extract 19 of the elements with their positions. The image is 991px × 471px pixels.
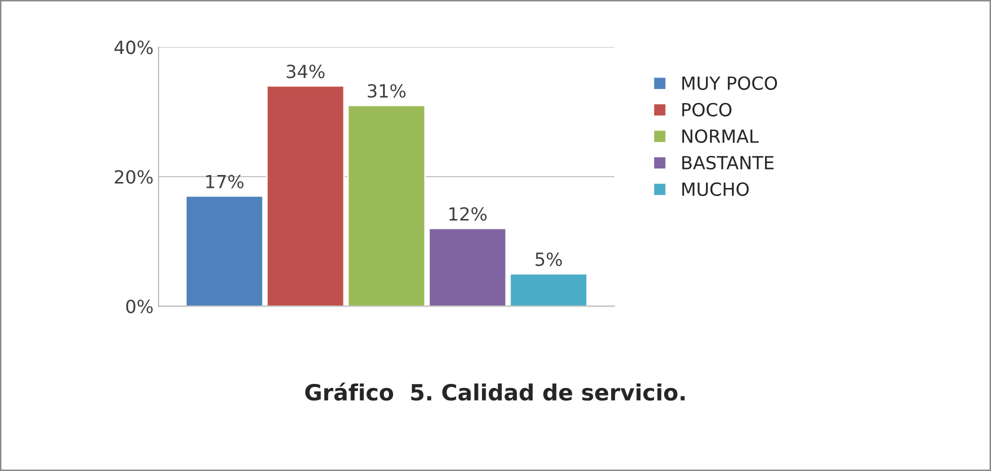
bar — [347, 104, 426, 306]
y-tick-label: 20% — [114, 170, 153, 184]
data-label: 34% — [286, 64, 325, 78]
data-label: 17% — [206, 174, 244, 188]
bar — [266, 85, 345, 306]
legend-label: BASTANTE — [682, 156, 774, 170]
bar — [509, 273, 588, 306]
legend-label: NORMAL — [682, 129, 759, 144]
y-tick-label: 40% — [114, 40, 153, 54]
legend-label: MUCHO — [682, 182, 749, 196]
text: Gráfico 5. Calidad de servicio. — [305, 382, 685, 401]
bar — [428, 228, 507, 306]
legend-label: POCO — [682, 102, 732, 117]
data-label: 31% — [368, 84, 406, 98]
data-label: 12% — [449, 207, 487, 221]
y-tick-label: 0% — [126, 300, 153, 314]
bar — [185, 195, 264, 306]
legend-label: MUY POCO — [682, 76, 778, 90]
data-label: 5% — [536, 252, 562, 266]
